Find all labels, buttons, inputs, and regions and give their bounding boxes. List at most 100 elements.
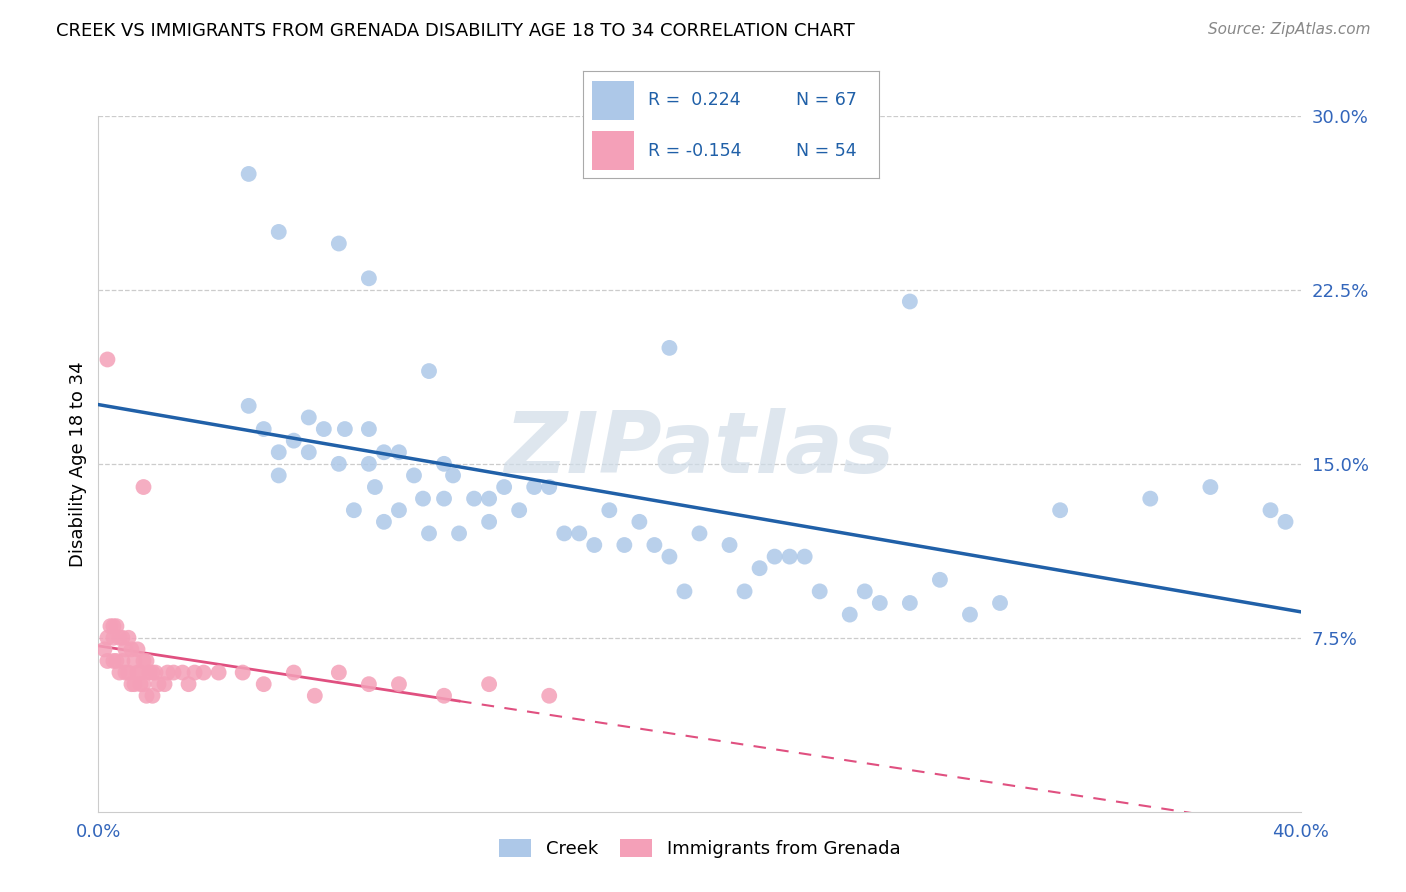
Text: R = -0.154: R = -0.154 <box>648 142 742 160</box>
Point <box>688 526 710 541</box>
Point <box>96 631 118 645</box>
Point <box>433 689 456 703</box>
Point <box>96 654 118 668</box>
Point <box>105 654 128 668</box>
Point <box>105 619 128 633</box>
Point <box>267 225 290 239</box>
Point <box>357 422 380 436</box>
Point <box>138 665 160 680</box>
Point <box>132 654 155 668</box>
Point <box>132 677 155 691</box>
Point <box>108 631 131 645</box>
Point <box>177 677 200 691</box>
Point <box>538 480 561 494</box>
Point <box>357 271 380 285</box>
Point <box>108 665 131 680</box>
Point <box>124 677 146 691</box>
Point <box>628 515 651 529</box>
Point <box>808 584 831 599</box>
Point <box>312 422 335 436</box>
Point <box>141 689 163 703</box>
Point <box>103 654 125 668</box>
Point <box>193 665 215 680</box>
Point <box>183 665 205 680</box>
Point <box>508 503 530 517</box>
Point <box>373 445 395 459</box>
Point <box>238 167 260 181</box>
Point <box>267 445 290 459</box>
Point <box>838 607 860 622</box>
Point <box>117 631 139 645</box>
Point <box>494 480 516 494</box>
Point <box>869 596 891 610</box>
Point <box>117 665 139 680</box>
Point <box>333 422 356 436</box>
Point <box>114 642 136 657</box>
Point <box>328 665 350 680</box>
Point <box>1139 491 1161 506</box>
Bar <box>592 131 634 169</box>
Point <box>208 665 231 680</box>
Point <box>402 468 425 483</box>
Point <box>643 538 665 552</box>
Point <box>553 526 575 541</box>
Point <box>418 526 440 541</box>
Point <box>447 526 470 541</box>
Point <box>388 677 411 691</box>
Point <box>141 665 163 680</box>
Point <box>172 665 194 680</box>
Point <box>658 549 681 564</box>
Point <box>283 434 305 448</box>
Point <box>959 607 981 622</box>
Point <box>441 468 464 483</box>
Point <box>304 689 326 703</box>
Point <box>328 236 350 251</box>
Text: Source: ZipAtlas.com: Source: ZipAtlas.com <box>1208 22 1371 37</box>
Point <box>463 491 485 506</box>
Point <box>718 538 741 552</box>
Point <box>298 410 321 425</box>
Point <box>127 665 149 680</box>
Point <box>1199 480 1222 494</box>
Text: ZIPatlas: ZIPatlas <box>505 409 894 491</box>
Point <box>343 503 366 517</box>
Point <box>153 677 176 691</box>
Point <box>129 677 152 691</box>
Point <box>1260 503 1282 517</box>
Point <box>156 665 179 680</box>
Point <box>162 665 184 680</box>
Point <box>93 642 115 657</box>
Point <box>111 631 134 645</box>
Point <box>103 619 125 633</box>
Point <box>523 480 546 494</box>
Point <box>132 480 155 494</box>
Point <box>658 341 681 355</box>
Point <box>538 689 561 703</box>
Point <box>253 677 276 691</box>
Point <box>478 515 501 529</box>
Point <box>328 457 350 471</box>
Point <box>988 596 1011 610</box>
Point <box>96 352 118 367</box>
Point <box>135 654 157 668</box>
Point <box>111 654 134 668</box>
Point <box>779 549 801 564</box>
Point <box>433 491 456 506</box>
Point <box>598 503 620 517</box>
Point <box>568 526 591 541</box>
Point <box>1274 515 1296 529</box>
Point <box>583 538 606 552</box>
Point <box>478 491 501 506</box>
Point <box>298 445 321 459</box>
Point <box>412 491 434 506</box>
Point <box>114 665 136 680</box>
Point <box>929 573 952 587</box>
Point <box>267 468 290 483</box>
Point <box>121 677 143 691</box>
Point <box>364 480 387 494</box>
Point <box>418 364 440 378</box>
Point <box>853 584 876 599</box>
Point <box>100 619 122 633</box>
Point <box>148 677 170 691</box>
Point <box>145 665 167 680</box>
